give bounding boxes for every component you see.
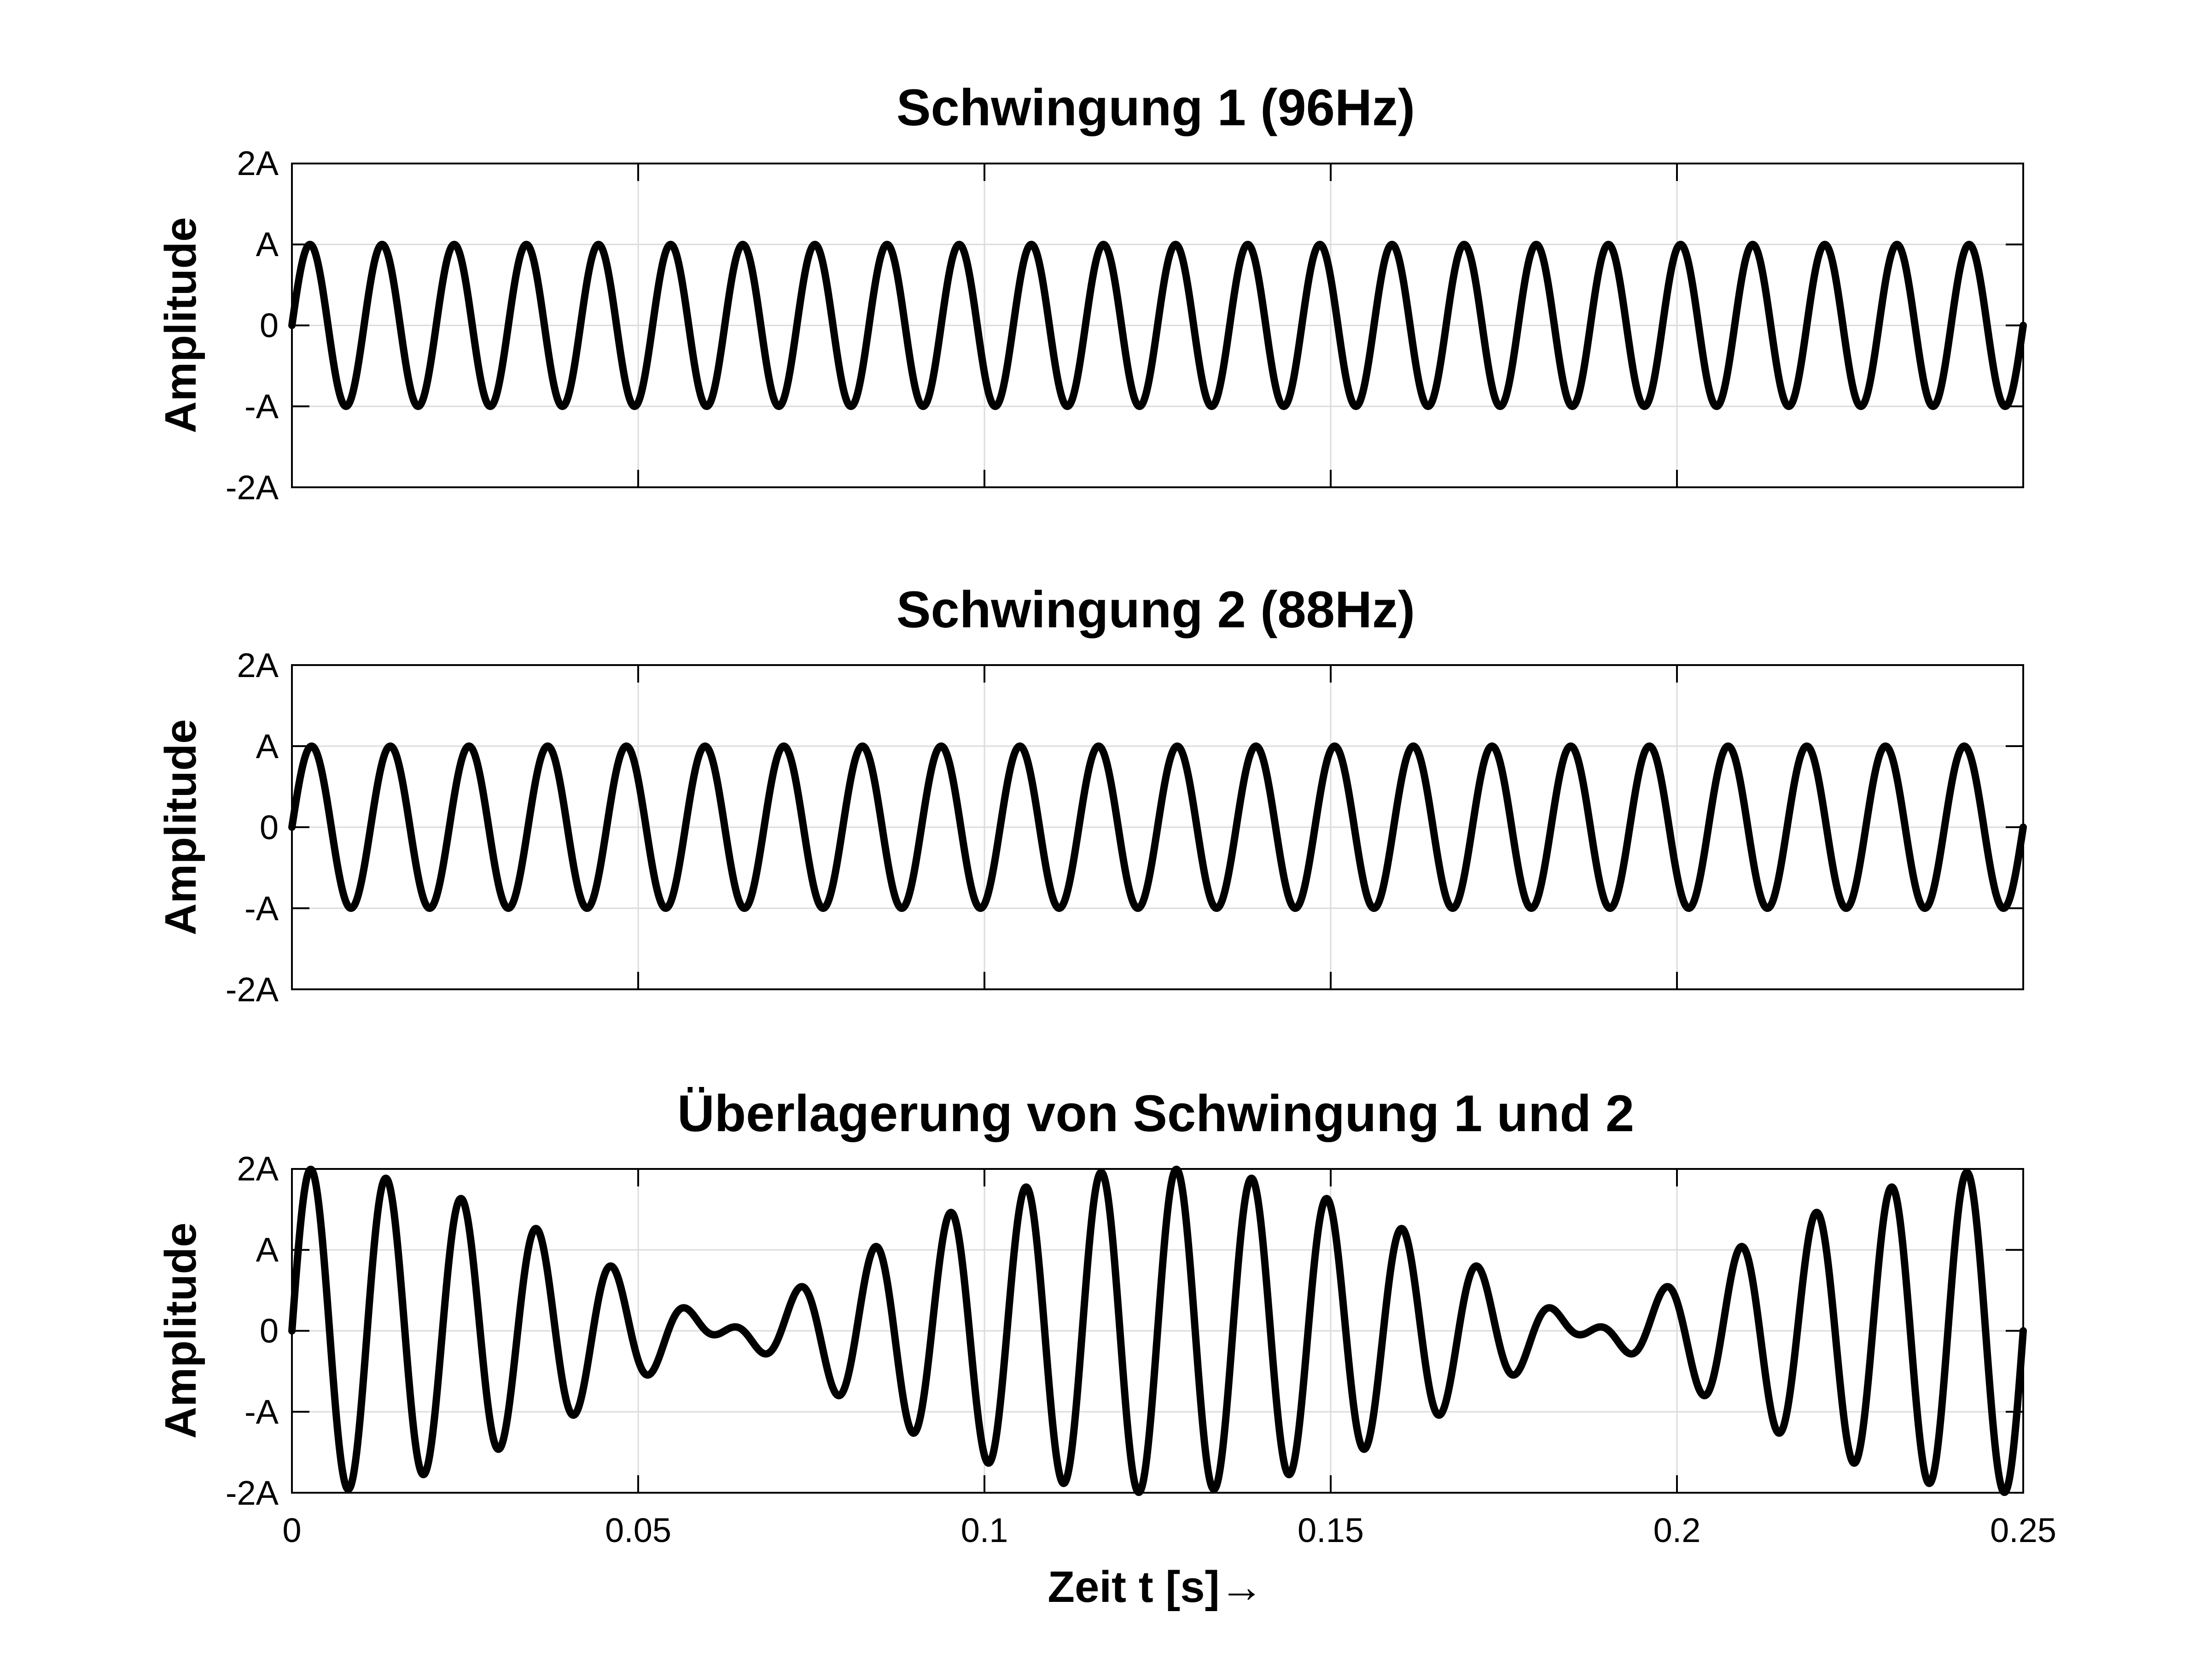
panel-1-ytick-label-A: A — [256, 225, 279, 263]
panel-2-ylabel: Amplitude — [156, 719, 205, 935]
panel-2-ytick-label-minus-2A: -2A — [226, 970, 279, 1009]
panel-1-signal-line — [288, 240, 2027, 410]
panel-3-axes-frame — [291, 1168, 2024, 1494]
xtick-label-0.25: 0.25 — [1990, 1511, 2056, 1549]
panel-1-ytick-label-minus-2A: -2A — [226, 468, 279, 507]
panel-3-ylabel: Amplitude — [156, 1222, 205, 1438]
panel-1-title: Schwingung 1 (96Hz) — [896, 79, 1415, 136]
xtick-label-0: 0 — [282, 1511, 301, 1549]
panel-2-ytick-label-A: A — [256, 727, 279, 765]
panel-2-ytick-label-minus-A: -A — [244, 889, 279, 928]
panel-1-ytick-label-0: 0 — [260, 306, 279, 345]
panel-3: Überlagerung von Schwingung 1 und 2 2A A… — [156, 1085, 2056, 1612]
panel-2: Schwingung 2 (88Hz) 2A A 0 -A -2A Amplit… — [156, 581, 2027, 1009]
panel-3-ytick-label-minus-A: -A — [244, 1393, 279, 1431]
panel-2-title: Schwingung 2 (88Hz) — [896, 581, 1415, 638]
panel-3-signal-line — [288, 1165, 2027, 1496]
panel-3-ytick-label-0: 0 — [260, 1312, 279, 1350]
panel-3-ytick-label-minus-2A: -2A — [226, 1474, 279, 1512]
panel-3-ytick-label-2A: 2A — [237, 1150, 279, 1188]
xtick-label-0.2: 0.2 — [1653, 1511, 1701, 1549]
panel-1-ylabel: Amplitude — [156, 217, 205, 433]
panel-3-title: Überlagerung von Schwingung 1 und 2 — [677, 1085, 1634, 1142]
panel-1-axes-frame — [291, 163, 2024, 488]
xtick-label-0.1: 0.1 — [961, 1511, 1008, 1549]
panel-3-ytick-label-A: A — [256, 1231, 279, 1269]
xtick-label-0.15: 0.15 — [1298, 1511, 1364, 1549]
panel-1-ytick-label-minus-A: -A — [244, 387, 279, 426]
panel-1: Schwingung 1 (96Hz) 2A A 0 -A -2A Amplit… — [156, 79, 2027, 507]
xtick-label-0.05: 0.05 — [605, 1511, 671, 1549]
panel-2-ytick-label-0: 0 — [260, 808, 279, 847]
panel-2-ytick-label-2A: 2A — [237, 646, 279, 684]
x-axis-label: Zeit t [s]→ — [1048, 1562, 1263, 1612]
panel-2-axes-frame — [291, 664, 2024, 990]
panel-1-ytick-label-2A: 2A — [237, 144, 279, 182]
panel-2-signal-line — [288, 742, 2027, 912]
